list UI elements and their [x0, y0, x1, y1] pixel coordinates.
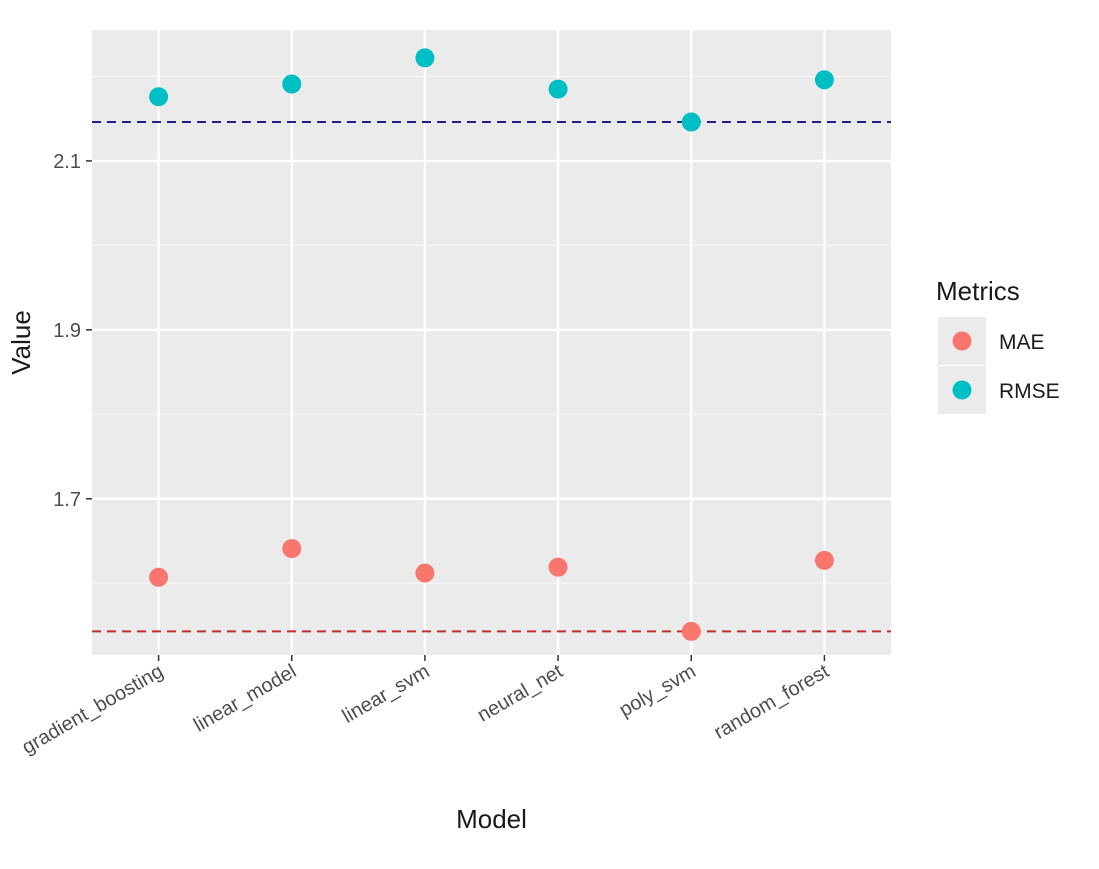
point-rmse-poly_svm: [681, 112, 701, 132]
x-tick-label: linear_svm: [339, 660, 434, 727]
y-axis-title: Value: [6, 310, 36, 375]
x-tick-label: poly_svm: [616, 660, 700, 721]
point-rmse-linear_model: [282, 74, 302, 94]
point-mae-linear_model: [282, 539, 302, 559]
y-tick-label: 2.1: [53, 151, 81, 173]
legend-label-rmse: RMSE: [999, 380, 1060, 403]
point-rmse-linear_svm: [415, 48, 435, 68]
x-tick-label: linear_model: [190, 660, 300, 736]
point-mae-random_forest: [814, 550, 834, 570]
point-mae-poly_svm: [681, 621, 701, 641]
x-tick-label: gradient_boosting: [18, 660, 167, 759]
point-mae-neural_net: [548, 557, 568, 577]
point-mae-gradient_boosting: [149, 567, 169, 587]
x-tick-label: neural_net: [474, 660, 567, 727]
point-rmse-neural_net: [548, 79, 568, 99]
point-rmse-gradient_boosting: [149, 87, 169, 107]
point-rmse-random_forest: [814, 70, 834, 90]
point-mae-linear_svm: [415, 563, 435, 583]
y-tick-label: 1.9: [53, 320, 81, 342]
legend-label-mae: MAE: [999, 331, 1045, 354]
y-tick-label: 1.7: [53, 489, 81, 511]
x-tick-label: random_forest: [710, 660, 833, 744]
plot-panel: [92, 30, 891, 655]
x-axis-title: Model: [456, 804, 527, 834]
legend-key-rmse: [952, 380, 972, 400]
legend-key-mae: [952, 331, 972, 351]
legend-title: Metrics: [936, 276, 1020, 306]
